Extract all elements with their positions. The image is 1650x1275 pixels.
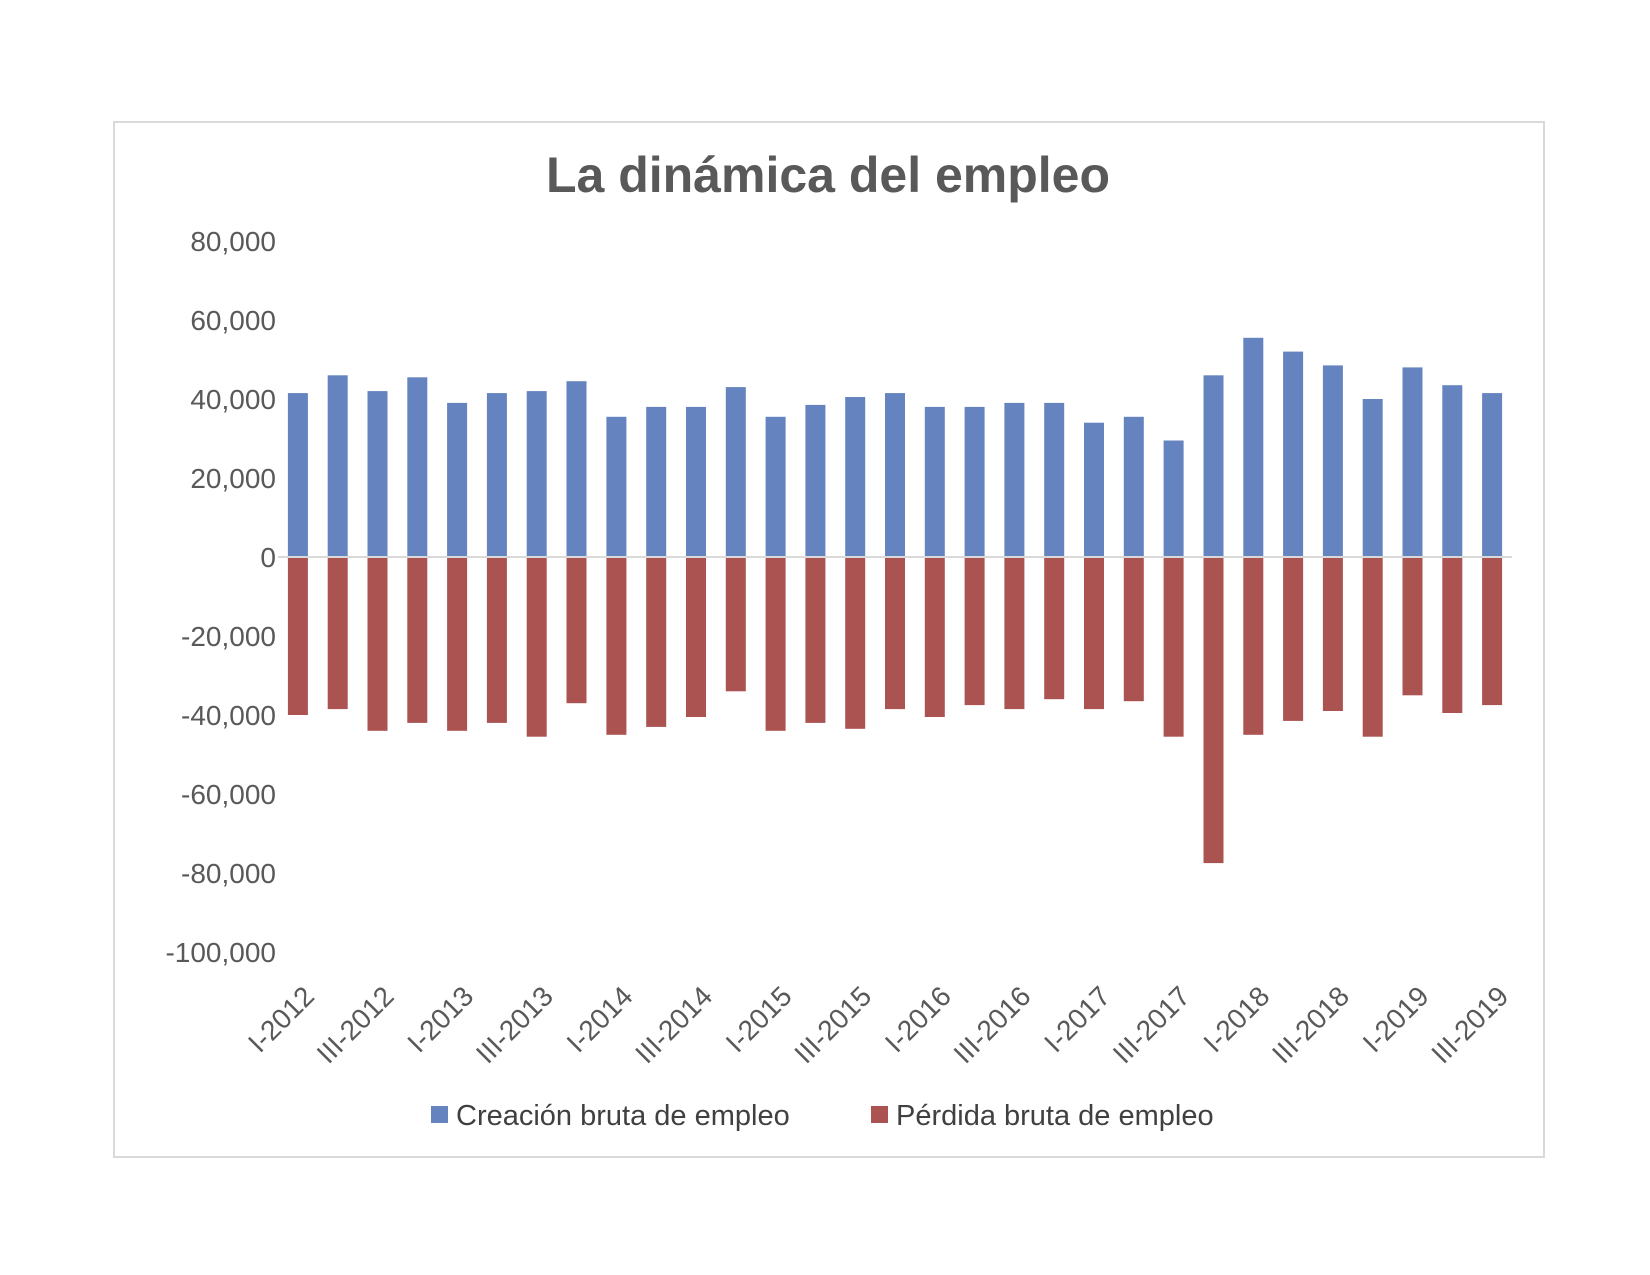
bar-creacion xyxy=(964,406,985,557)
legend-label-perdida: Pérdida bruta de empleo xyxy=(896,1100,1214,1132)
y-tick-label: 80,000 xyxy=(190,226,276,257)
bar-perdida xyxy=(1243,557,1264,735)
bar-creacion xyxy=(1203,375,1224,557)
y-tick-label: -20,000 xyxy=(181,621,276,652)
x-tick-label: I-2013 xyxy=(401,980,479,1058)
legend-swatch-creacion xyxy=(431,1106,448,1123)
bar-creacion xyxy=(606,416,627,557)
bar-perdida xyxy=(686,557,706,717)
bar-creacion xyxy=(765,416,786,557)
bar-perdida xyxy=(566,557,587,704)
bar-creacion xyxy=(1402,367,1423,557)
bar-creacion xyxy=(367,391,388,557)
bar-creacion xyxy=(1163,440,1184,557)
y-axis-labels: 80,000 60,000 40,000 20,000 0 -20,000 -40,000 -… xyxy=(165,226,276,968)
bar-perdida xyxy=(287,557,308,715)
bar-creacion xyxy=(1362,399,1383,557)
bar-perdida xyxy=(1203,557,1224,864)
bar-creacion xyxy=(1442,385,1463,557)
bar-perdida xyxy=(1123,557,1144,702)
x-tick-label: III-2019 xyxy=(1425,980,1514,1069)
bar-creacion xyxy=(526,391,547,557)
y-tick-label: -60,000 xyxy=(181,779,276,810)
bar-creacion xyxy=(566,381,587,557)
bar-creacion xyxy=(1322,365,1343,557)
bar-creacion xyxy=(646,406,667,557)
bar-creacion xyxy=(845,397,866,557)
bar-perdida xyxy=(1044,557,1065,700)
bar-creacion xyxy=(486,393,507,557)
y-tick-label: -100,000 xyxy=(165,937,276,968)
bar-perdida xyxy=(765,557,786,731)
bar-perdida xyxy=(725,557,746,692)
bar-creacion xyxy=(1004,402,1025,557)
x-tick-label: I-2012 xyxy=(242,980,320,1058)
x-tick-label: III-2015 xyxy=(788,980,877,1069)
bar-perdida xyxy=(1442,557,1463,713)
y-tick-label: -40,000 xyxy=(181,700,276,731)
bar-creacion xyxy=(885,393,905,557)
y-tick-label: 60,000 xyxy=(190,305,276,336)
bar-perdida xyxy=(486,557,507,723)
bar-perdida xyxy=(606,557,627,735)
bars xyxy=(287,337,1503,864)
bar-perdida xyxy=(805,557,826,723)
legend-swatch-perdida xyxy=(871,1106,888,1123)
bar-creacion xyxy=(725,387,746,557)
x-tick-label: I-2017 xyxy=(1038,980,1116,1058)
bar-creacion xyxy=(1084,422,1104,557)
y-tick-label: 0 xyxy=(260,542,276,573)
bar-creacion xyxy=(924,406,945,557)
bar-perdida xyxy=(1004,557,1025,710)
bar-perdida xyxy=(447,557,468,731)
bar-creacion xyxy=(1482,393,1503,557)
bar-perdida xyxy=(407,557,428,723)
x-tick-label: I-2019 xyxy=(1357,980,1435,1058)
y-tick-label: 20,000 xyxy=(190,463,276,494)
bar-creacion xyxy=(805,404,826,557)
bar-creacion xyxy=(1123,416,1144,557)
bar-creacion xyxy=(287,393,308,557)
legend-label-creacion: Creación bruta de empleo xyxy=(456,1100,790,1132)
bar-creacion xyxy=(407,377,428,557)
x-tick-label: III-2018 xyxy=(1266,980,1355,1069)
bar-creacion xyxy=(1283,351,1304,557)
chart-title: La dinámica del empleo xyxy=(546,147,1110,203)
legend: Creación bruta de empleo Pérdida bruta de… xyxy=(431,1100,1214,1132)
x-tick-label: III-2012 xyxy=(311,980,400,1069)
x-tick-label: I-2014 xyxy=(561,980,639,1058)
x-tick-label: I-2015 xyxy=(720,980,798,1058)
bar-perdida xyxy=(327,557,348,710)
x-tick-label: I-2016 xyxy=(879,980,957,1058)
bar-perdida xyxy=(1163,557,1184,737)
bar-perdida xyxy=(1482,557,1503,706)
x-tick-label: III-2017 xyxy=(1107,980,1196,1069)
x-tick-label: I-2018 xyxy=(1197,980,1275,1058)
chart-frame xyxy=(113,121,1545,1158)
bar-perdida xyxy=(1283,557,1304,721)
bar-perdida xyxy=(1402,557,1423,696)
bar-perdida xyxy=(924,557,945,717)
bar-perdida xyxy=(646,557,667,727)
bar-perdida xyxy=(1362,557,1383,737)
x-tick-label: III-2014 xyxy=(629,980,718,1069)
bar-creacion xyxy=(327,375,348,557)
bar-perdida xyxy=(845,557,866,729)
bar-perdida xyxy=(526,557,547,737)
y-tick-label: 40,000 xyxy=(190,384,276,415)
x-tick-label: III-2013 xyxy=(470,980,559,1069)
bar-creacion xyxy=(447,402,468,557)
y-tick-label: -80,000 xyxy=(181,858,276,889)
bar-perdida xyxy=(885,557,905,710)
bar-creacion xyxy=(1243,337,1264,557)
bar-creacion xyxy=(686,406,706,557)
bar-creacion xyxy=(1044,402,1065,557)
bar-perdida xyxy=(367,557,388,731)
x-tick-label: III-2016 xyxy=(948,980,1037,1069)
bar-perdida xyxy=(1322,557,1343,711)
bar-perdida xyxy=(964,557,985,706)
bar-perdida xyxy=(1084,557,1104,710)
